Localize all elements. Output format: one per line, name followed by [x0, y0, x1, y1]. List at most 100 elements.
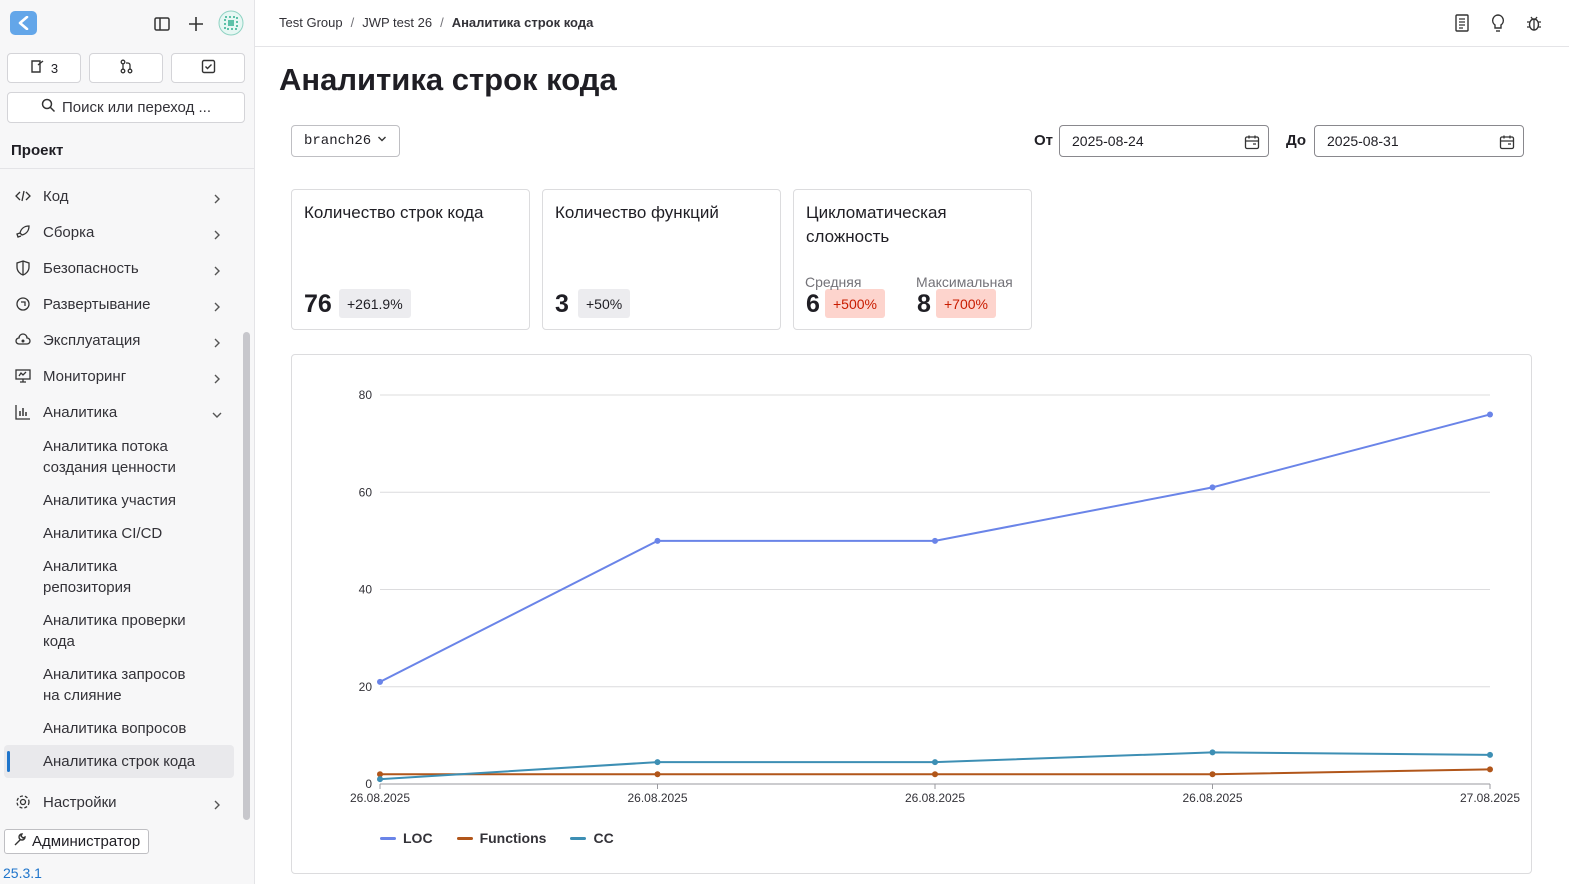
- sidebar-item-security[interactable]: Безопасность: [0, 250, 240, 286]
- avatar[interactable]: [218, 10, 244, 36]
- data-point-cc: [377, 776, 383, 783]
- plus-icon[interactable]: [185, 13, 207, 35]
- data-point-cc: [1209, 749, 1216, 756]
- breadcrumb-project[interactable]: JWP test 26: [362, 15, 433, 30]
- breadcrumb-group[interactable]: Test Group: [279, 15, 343, 30]
- code-icon: [15, 188, 31, 204]
- search-placeholder: Поиск или переход ...: [62, 99, 211, 116]
- x-tick-label: 26.08.2025: [905, 791, 965, 805]
- sidebar-subitem-lines-of-code[interactable]: Аналитика строк кода: [4, 745, 234, 778]
- legend-swatch: [456, 836, 473, 840]
- wrench-icon: [13, 832, 27, 851]
- sidebar-subitem-repository[interactable]: Аналитика репозитория: [43, 558, 132, 596]
- from-date-value: 2025-08-24: [1072, 133, 1144, 149]
- version-link[interactable]: 25.3.1: [3, 865, 42, 881]
- sidebar: 3 Поиск или переход ... Проект Код Сборк: [0, 0, 255, 884]
- card-title: Количество функций: [555, 203, 719, 222]
- to-date-input[interactable]: 2025-08-31: [1314, 125, 1524, 157]
- legend-label: LOC: [403, 830, 433, 846]
- sidebar-item-analytics[interactable]: Аналитика: [0, 394, 240, 430]
- legend-item-loc[interactable]: LOC: [380, 830, 433, 846]
- lightbulb-icon[interactable]: [1487, 12, 1509, 34]
- calendar-icon[interactable]: [1244, 134, 1260, 150]
- breadcrumb-separator: /: [440, 15, 444, 30]
- x-tick-label: 26.08.2025: [1182, 791, 1242, 805]
- sidebar-item-build[interactable]: Сборка: [0, 214, 240, 250]
- data-point-functions: [377, 771, 383, 778]
- issues-count-button[interactable]: 3: [7, 53, 81, 83]
- data-point-functions: [654, 771, 661, 778]
- main-content: Test Group / JWP test 26 / Аналитика стр…: [255, 0, 1569, 884]
- branch-dropdown[interactable]: branch26: [291, 125, 401, 157]
- loc-chart: 0 20 40 60 80 26.08.2025 26.08.2025 26.08.2025 2…: [291, 354, 1532, 874]
- sidebar-scrollbar[interactable]: [243, 332, 250, 820]
- x-tick-label: 26.08.2025: [627, 791, 687, 805]
- admin-button[interactable]: Администратор: [4, 829, 150, 854]
- todos-button[interactable]: [171, 53, 245, 83]
- gear-icon: [15, 794, 31, 810]
- issues-count: 3: [50, 60, 59, 76]
- y-tick-label: 20: [359, 680, 373, 694]
- monitor-icon: [15, 368, 31, 384]
- cc-max-value: 8: [917, 290, 931, 318]
- merge-requests-button[interactable]: [89, 53, 163, 83]
- sidebar-item-monitor[interactable]: Мониторинг: [0, 358, 240, 394]
- sidebar-subitem-contribution[interactable]: Аналитика участия: [43, 492, 176, 509]
- loc-change-badge: +261.9%: [339, 289, 411, 318]
- data-point-loc: [654, 537, 661, 544]
- functions-card: Количество функций 3 +50%: [542, 189, 781, 330]
- deployments-icon: [15, 296, 31, 312]
- chevron-right-icon: [212, 371, 222, 384]
- data-point-functions: [932, 771, 938, 778]
- sidebar-subitem-merge-requests[interactable]: Аналитика запросов на слияние: [43, 666, 186, 704]
- breadcrumb-current[interactable]: Аналитика строк кода: [451, 15, 594, 30]
- sidebar-subitem-vsa[interactable]: Аналитика потока создания ценности: [43, 438, 176, 476]
- chevron-right-icon: [212, 797, 222, 810]
- x-tick-label: 27.08.2025: [1460, 791, 1520, 805]
- document-icon[interactable]: [1451, 12, 1473, 34]
- data-point-loc: [1209, 484, 1216, 491]
- sidebar-subitem-code-review[interactable]: Аналитика проверки кода: [43, 612, 186, 650]
- sidebar-subitem-cicd[interactable]: Аналитика CI/CD: [43, 525, 163, 542]
- legend-item-cc[interactable]: CC: [570, 830, 614, 846]
- calendar-icon[interactable]: [1499, 134, 1515, 150]
- chevron-right-icon: [212, 335, 222, 348]
- header-divider: [255, 46, 1569, 47]
- data-point-functions: [1209, 771, 1216, 778]
- sidebar-item-deployments[interactable]: Развертывание: [0, 286, 240, 322]
- sidebar-item-operate[interactable]: Эксплуатация: [0, 322, 240, 358]
- cc-avg-change-badge: +500%: [825, 289, 885, 318]
- chevron-down-icon: [377, 133, 387, 149]
- sidebar-item-settings[interactable]: Настройки: [0, 784, 240, 820]
- y-tick-label: 0: [365, 777, 372, 791]
- data-point-cc: [932, 759, 938, 766]
- toggle-sidebar-icon[interactable]: [151, 13, 173, 35]
- loc-card: Количество строк кода 76 +261.9%: [291, 189, 530, 330]
- bug-icon[interactable]: [1523, 12, 1545, 34]
- from-date-input[interactable]: 2025-08-24: [1059, 125, 1269, 157]
- sidebar-item-label: Сборка: [43, 223, 95, 241]
- cc-avg-value: 6: [806, 290, 820, 318]
- loc-value: 76: [304, 290, 332, 318]
- cc-max-change-badge: +700%: [936, 289, 996, 318]
- legend-swatch: [380, 836, 396, 840]
- legend-item-functions[interactable]: Functions: [456, 830, 546, 846]
- from-label: От: [1034, 132, 1054, 149]
- sidebar-item-code[interactable]: Код: [0, 178, 240, 214]
- functions-change-badge: +50%: [578, 289, 631, 318]
- search-button[interactable]: Поиск или переход ...: [7, 92, 245, 123]
- sidebar-item-label: Аналитика: [43, 403, 118, 421]
- to-date-value: 2025-08-31: [1327, 133, 1399, 149]
- chart-icon: [15, 404, 31, 420]
- sidebar-subitem-issues[interactable]: Аналитика вопросов: [43, 720, 187, 737]
- app-logo[interactable]: [10, 11, 37, 35]
- chevron-down-icon: [212, 407, 222, 418]
- y-tick-label: 60: [359, 485, 373, 499]
- data-point-functions: [1487, 766, 1493, 773]
- header-icons: [1451, 12, 1545, 34]
- card-title: Цикломатическая сложность: [806, 203, 947, 246]
- cc-max-label: Максимальная: [916, 274, 1013, 290]
- legend-swatch: [570, 836, 587, 840]
- chevron-right-icon: [212, 191, 222, 204]
- cloud-gear-icon: [15, 332, 31, 348]
